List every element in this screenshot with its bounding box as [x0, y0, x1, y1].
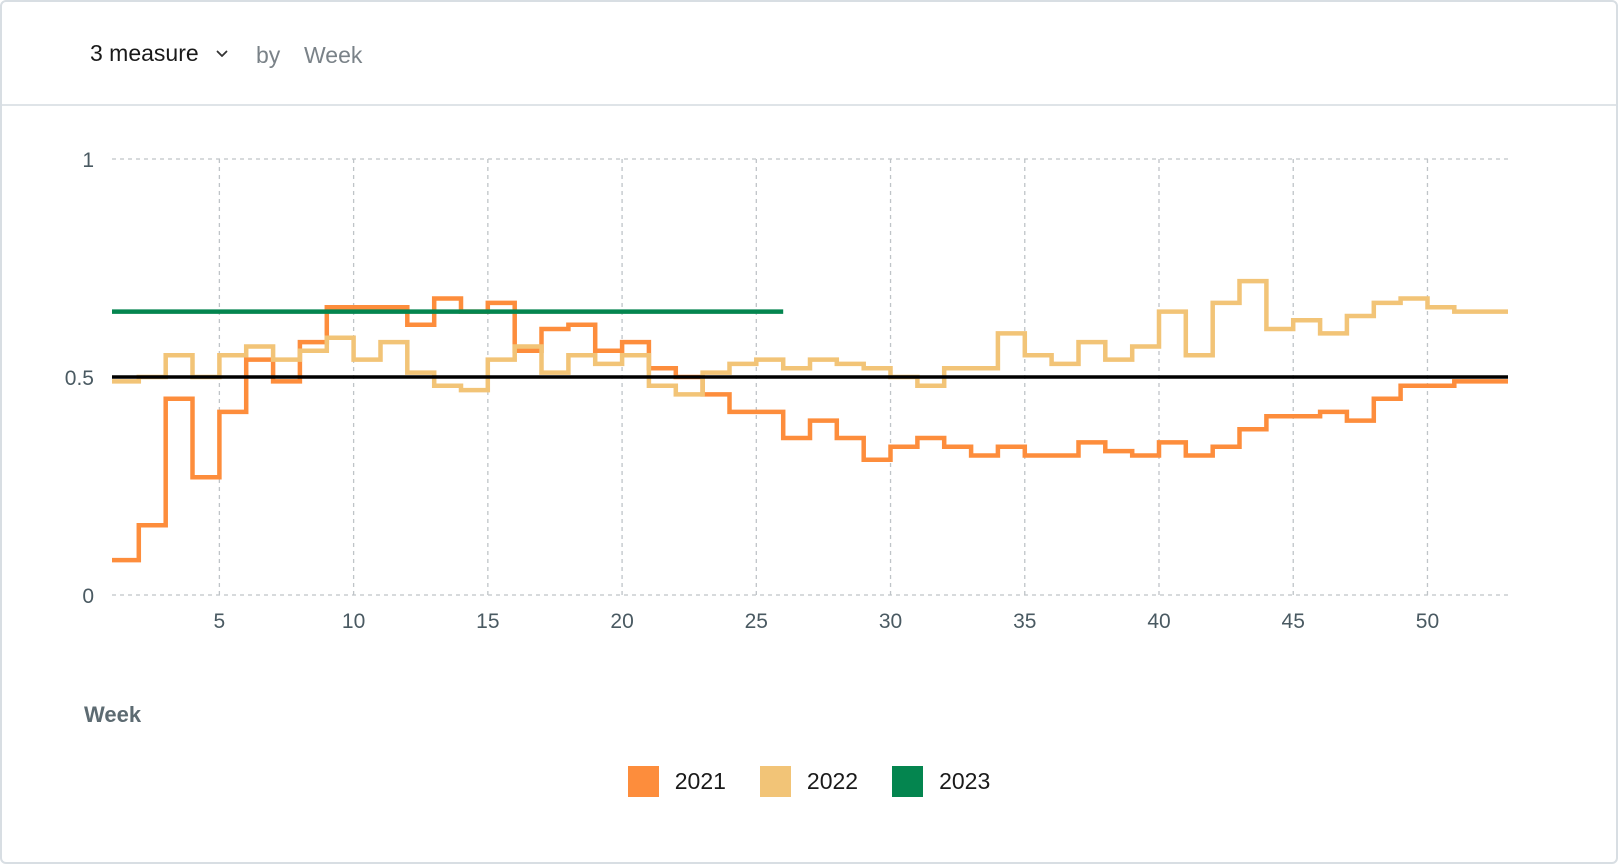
y-axis-ticks: 00.51 [65, 149, 94, 608]
measure-dropdown-label: 3 measure [90, 40, 199, 66]
series-line-2022 [112, 278, 1508, 397]
x-tick-label: 35 [1013, 610, 1036, 633]
x-tick-label: 25 [745, 610, 768, 633]
by-label: by [256, 42, 281, 68]
x-tick-label: 20 [610, 610, 633, 633]
y-tick-label: 0 [82, 585, 94, 608]
legend-label: 2021 [674, 768, 726, 794]
x-tick-label: 15 [476, 610, 499, 633]
step-line-chart: 00.51 5 10 15 20 25 30 35 40 45 50 [65, 149, 1508, 633]
chevron-down-icon [216, 50, 228, 57]
legend-swatch [759, 766, 791, 797]
legend-swatch [892, 766, 924, 797]
chart-toolbar: 3 measure by Week [2, 2, 1616, 106]
series-line-2021 [112, 296, 1508, 563]
x-axis-title: Week [84, 702, 142, 727]
y-tick-label: 0.5 [65, 367, 94, 390]
legend-item-2022[interactable]: 2022 [759, 766, 859, 797]
legend-item-2023[interactable]: 2023 [892, 766, 990, 797]
chart-legend: 2021 2022 2023 [2, 766, 1616, 797]
x-tick-label: 45 [1282, 610, 1305, 633]
legend-item-2021[interactable]: 2021 [627, 766, 726, 797]
dimension-selector[interactable]: Week [304, 42, 363, 68]
x-tick-label: 30 [879, 610, 902, 633]
measure-dropdown[interactable]: 3 measure [90, 40, 229, 67]
legend-label: 2023 [939, 768, 991, 794]
legend-label: 2022 [806, 768, 859, 794]
x-tick-label: 40 [1147, 610, 1170, 633]
x-tick-label: 10 [342, 610, 365, 633]
x-tick-label: 5 [214, 610, 226, 633]
x-axis-ticks: 5 10 15 20 25 30 35 40 45 50 [214, 610, 1440, 633]
x-tick-label: 50 [1416, 610, 1439, 633]
y-tick-label: 1 [82, 149, 94, 172]
legend-swatch [627, 766, 659, 797]
chart-series [112, 278, 1508, 563]
